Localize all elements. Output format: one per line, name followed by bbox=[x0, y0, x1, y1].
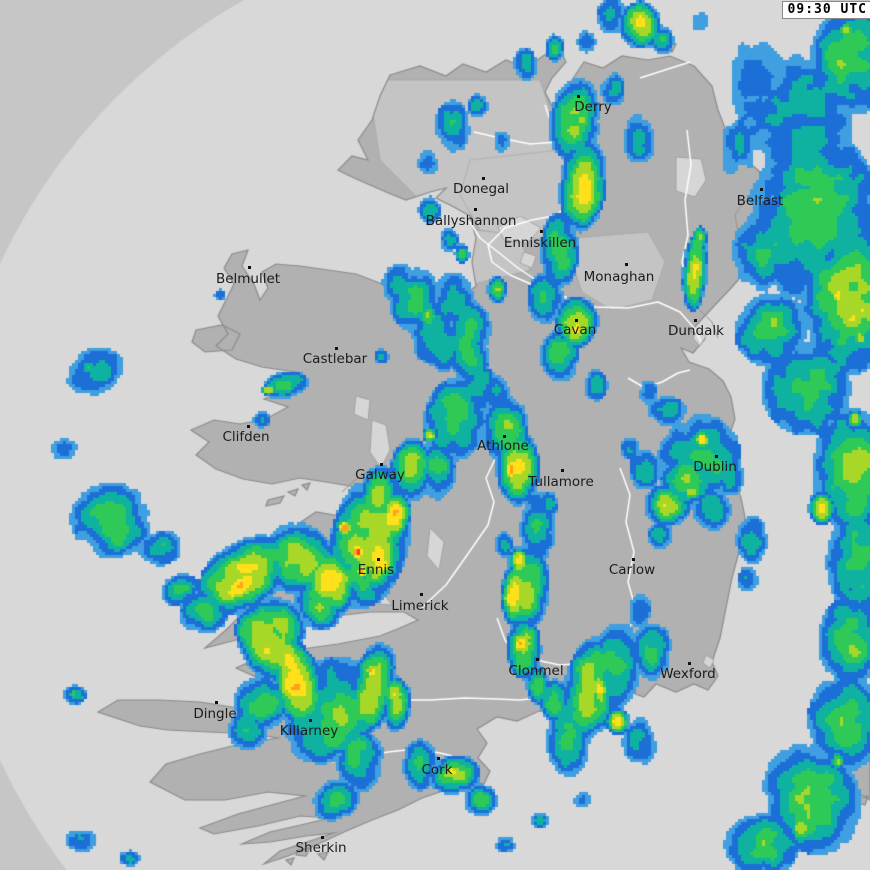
timestamp-badge: 09:30 UTC bbox=[781, 1, 870, 19]
